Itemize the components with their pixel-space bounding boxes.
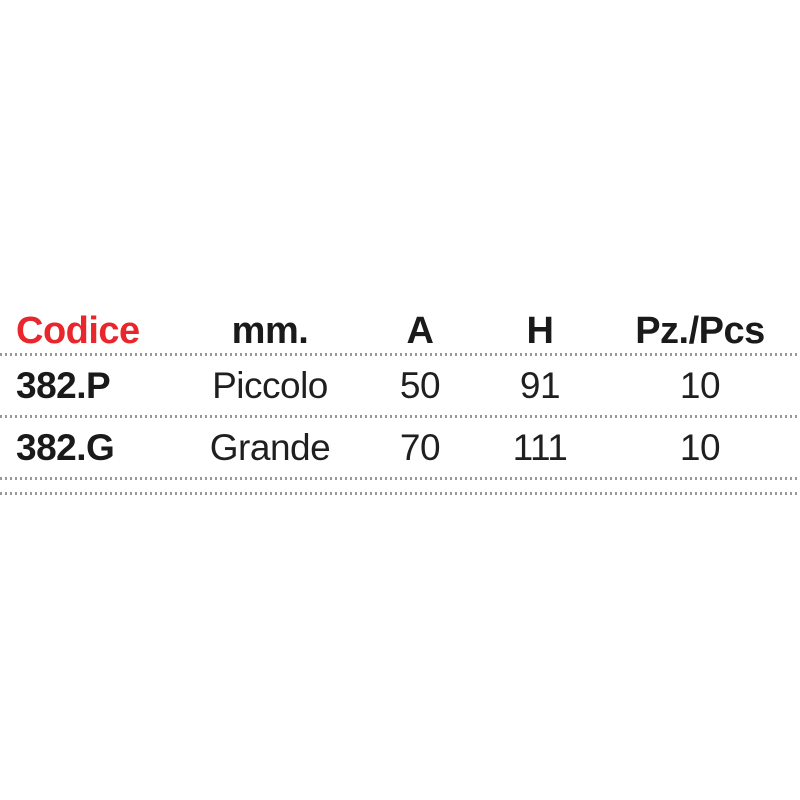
cell-mm: Piccolo	[212, 364, 328, 406]
bottom-rule-gap	[0, 480, 800, 492]
cell-codice: 382.P	[16, 364, 111, 406]
cell-h: 111	[512, 426, 568, 468]
cell-pz: 10	[679, 364, 721, 406]
cell-a: 70	[399, 426, 441, 468]
table-header-row: Codice mm. A H Pz./Pcs	[0, 310, 800, 353]
cell-a: 50	[399, 364, 441, 406]
cell-pz: 10	[679, 426, 721, 468]
table-bottom-divider	[0, 477, 800, 480]
table-row: 382.P Piccolo 50 91 10	[0, 356, 800, 415]
column-header-pz-pcs: Pz./Pcs	[635, 310, 765, 352]
table-row: 382.G Grande 70 111 10	[0, 418, 800, 477]
table-bottom-rule	[0, 492, 800, 495]
product-spec-table: Codice mm. A H Pz./Pcs 382.P Piccolo 50 …	[0, 310, 800, 495]
cell-mm: Grande	[209, 426, 331, 468]
column-header-codice: Codice	[16, 310, 140, 352]
cell-h: 91	[519, 364, 561, 406]
column-header-a: A	[406, 310, 434, 352]
column-header-mm: mm.	[231, 310, 309, 352]
cell-codice: 382.G	[16, 426, 115, 468]
header-divider	[0, 353, 800, 356]
row-divider	[0, 415, 800, 418]
column-header-h: H	[526, 310, 554, 352]
